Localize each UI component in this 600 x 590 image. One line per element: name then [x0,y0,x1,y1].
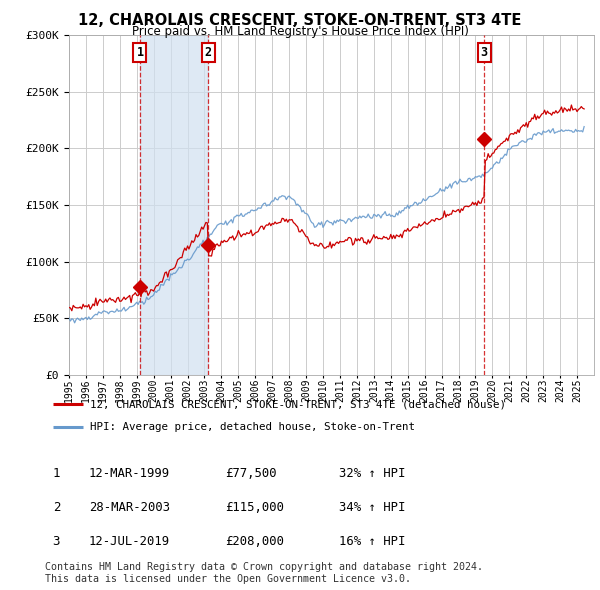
Bar [140,35,208,375]
Text: £77,500: £77,500 [225,467,277,480]
Text: 28-MAR-2003: 28-MAR-2003 [89,501,170,514]
Text: 12-JUL-2019: 12-JUL-2019 [89,535,170,548]
Text: 3: 3 [53,535,60,548]
Text: 1: 1 [136,45,143,58]
Text: 34% ↑ HPI: 34% ↑ HPI [339,501,406,514]
Text: £208,000: £208,000 [225,535,284,548]
Text: 12, CHAROLAIS CRESCENT, STOKE-ON-TRENT, ST3 4TE (detached house): 12, CHAROLAIS CRESCENT, STOKE-ON-TRENT, … [90,399,506,409]
Text: 2: 2 [205,45,212,58]
Text: 3: 3 [481,45,488,58]
Text: 12-MAR-1999: 12-MAR-1999 [89,467,170,480]
Text: £115,000: £115,000 [225,501,284,514]
Text: Contains HM Land Registry data © Crown copyright and database right 2024.: Contains HM Land Registry data © Crown c… [45,562,483,572]
Text: 16% ↑ HPI: 16% ↑ HPI [339,535,406,548]
Text: 32% ↑ HPI: 32% ↑ HPI [339,467,406,480]
Text: Price paid vs. HM Land Registry's House Price Index (HPI): Price paid vs. HM Land Registry's House … [131,25,469,38]
Text: 1: 1 [53,467,60,480]
Text: 2: 2 [53,501,60,514]
Text: This data is licensed under the Open Government Licence v3.0.: This data is licensed under the Open Gov… [45,574,411,584]
Text: 12, CHAROLAIS CRESCENT, STOKE-ON-TRENT, ST3 4TE: 12, CHAROLAIS CRESCENT, STOKE-ON-TRENT, … [79,13,521,28]
Text: HPI: Average price, detached house, Stoke-on-Trent: HPI: Average price, detached house, Stok… [90,422,415,432]
